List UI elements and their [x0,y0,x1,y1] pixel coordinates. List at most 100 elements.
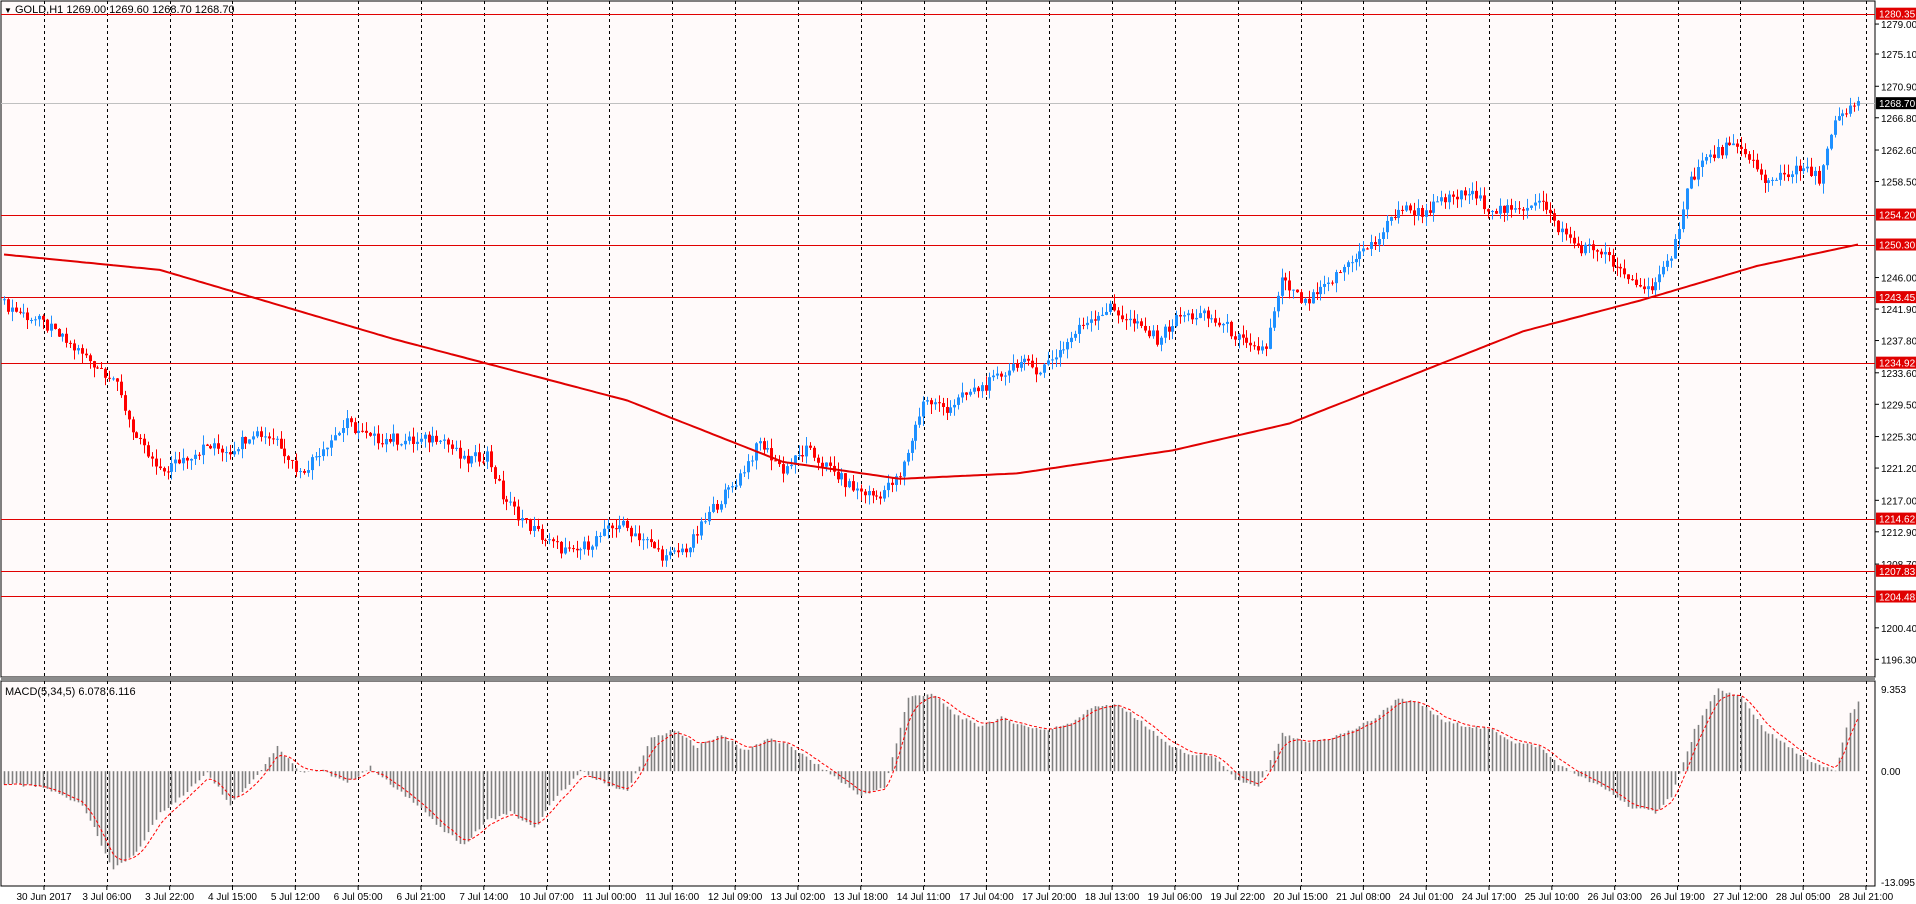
candle-body [334,435,337,441]
candle-body [587,541,590,550]
candle-body [798,455,801,457]
candle-body [420,438,423,442]
candle-body [322,449,325,457]
candle-body [1253,345,1256,347]
price-axis[interactable]: 1279.00 1275.10 1270.90 1266.80 1262.60 1258.… [1875,7,1916,667]
candle-body [751,460,754,462]
candle-body [1074,333,1077,338]
time-tick-label: 6 Jul 05:00 [334,892,383,903]
candle-body [96,367,99,369]
candle-body [1405,205,1408,211]
candle-body [93,361,96,368]
candle-body [1269,327,1272,349]
candle-body [724,489,727,505]
candle-body [1292,289,1295,291]
macd-axis[interactable]: 9.353 0.00 -13.095 [1881,685,1915,889]
candle-body [1242,334,1245,338]
candle-body [1027,358,1030,361]
price-tick-label: 1275.10 [1881,50,1916,61]
candle-body [19,311,22,313]
macd-plot-area[interactable] [0,680,1876,887]
candle-body [537,525,540,529]
candle-body [1160,337,1163,345]
candle-body [953,404,956,408]
candle-body [529,519,532,531]
candle-body [1327,282,1330,285]
candle-body [1062,349,1065,351]
candle-body [1187,313,1190,316]
candle-body [1432,201,1435,213]
candle-body [1125,319,1128,321]
candle-body [1693,176,1696,180]
candle-body [248,439,251,444]
candle-body [856,488,859,491]
candle-body [1569,234,1572,238]
candle-body [1503,205,1506,213]
candle-body [1012,363,1015,371]
candle-body [1651,286,1654,291]
candle-body [1510,205,1513,210]
candle-body [1417,207,1420,216]
candle-body [108,377,111,379]
candle-body [190,458,193,461]
candle-body [85,353,88,356]
dropdown-arrow-icon[interactable]: ▼ [4,6,12,15]
macd-indicator-label: MACD(5,34,5) 6.078 6.116 [5,686,136,698]
candle-body [1148,330,1151,337]
candle-body [186,457,189,461]
candle-body [1358,251,1361,259]
candle-body [463,455,466,459]
candle-body [170,463,173,472]
candle-body [1312,292,1315,304]
candle-body [260,431,263,437]
candle-body [1168,326,1171,332]
candle-body [1545,201,1548,210]
candle-body [992,375,995,378]
pane-separator[interactable] [1,677,1875,681]
candle-body [1094,319,1097,321]
candle-body [112,378,115,380]
candle-body [58,328,61,337]
candle-body [1479,195,1482,199]
time-axis[interactable]: 30 Jun 2017 3 Jul 06:00 3 Jul 22:00 4 Jul 1… [16,886,1894,903]
main-plot-area[interactable] [0,0,1876,678]
candle-body [1004,375,1007,377]
candle-body [77,348,80,351]
candle-body [907,452,910,462]
candle-body [1857,101,1860,106]
vertical-grid [44,1,1867,886]
candle-body [626,520,629,528]
candle-body [1845,113,1848,115]
candle-body [1086,322,1089,326]
candle-body [1386,220,1389,233]
candle-body [1047,360,1050,365]
candle-body [143,438,146,446]
candle-body [396,433,399,445]
candle-body [653,542,656,549]
candle-body [1705,157,1708,161]
candle-body [911,440,914,453]
candle-body [700,521,703,536]
candle-body [988,377,991,391]
candle-body [716,503,719,510]
candle-body [326,447,329,450]
candle-body [1284,277,1287,281]
candle-body [206,444,209,446]
candle-body [1690,176,1693,189]
candle-body [1662,266,1665,275]
candle-body [120,381,123,396]
candle-body [1323,284,1326,287]
candle-body [478,452,481,462]
candle-body [603,528,606,536]
candle-body [30,319,33,321]
candle-body [217,443,220,449]
time-tick-label: 5 Jul 12:00 [271,892,320,903]
candle-body [1756,159,1759,170]
candle-body [533,525,536,531]
candle-body [981,385,984,392]
candle-body [774,460,777,462]
candle-body [1277,295,1280,312]
candle-body [829,462,832,466]
candle-body [1078,324,1081,334]
